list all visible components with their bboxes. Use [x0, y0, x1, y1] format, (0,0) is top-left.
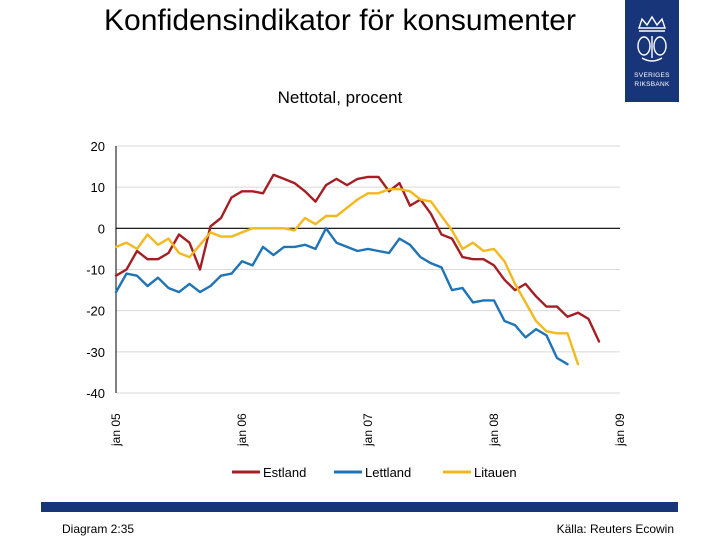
chart-subtitle: Nettotal, procent	[277, 88, 403, 107]
y-tick-label: -40	[86, 386, 105, 401]
legend-label: Lettland	[365, 465, 411, 480]
series-line-litauen	[114, 188, 580, 366]
footer-bar	[41, 502, 678, 512]
y-tick-label: 20	[91, 139, 105, 154]
chart-title: Konfidensindikator för konsumenter	[104, 4, 576, 37]
legend-label: Litauen	[474, 465, 517, 480]
y-tick-label: -20	[86, 304, 105, 319]
x-tick-label: jan 07	[361, 413, 375, 447]
line-chart: 20 10 0 -10 -20 -30 -40 jan 05 jan 06 jan 07 jan 0…	[86, 139, 627, 480]
legend-label: Estland	[263, 465, 306, 480]
y-tick-label: -30	[86, 345, 105, 360]
logo-text-line1: SVERIGES	[634, 72, 670, 79]
crown-emblem-icon	[637, 15, 667, 62]
diagram-label: Diagram 2:35	[62, 522, 135, 536]
y-tick-label: -10	[86, 263, 105, 278]
riksbank-logo: SVERIGES RIKSBANK	[625, 0, 679, 102]
y-tick-label: 0	[98, 221, 105, 236]
x-tick-label: jan 06	[235, 413, 249, 447]
series-line-lettland	[114, 227, 569, 366]
logo-text-line2: RIKSBANK	[634, 81, 670, 88]
y-tick-label: 10	[91, 180, 105, 195]
x-tick-label: jan 08	[487, 413, 501, 447]
source-label: Källa: Reuters Ecowin	[556, 522, 674, 536]
x-tick-label: jan 09	[613, 413, 627, 447]
x-tick-label: jan 05	[109, 413, 123, 447]
